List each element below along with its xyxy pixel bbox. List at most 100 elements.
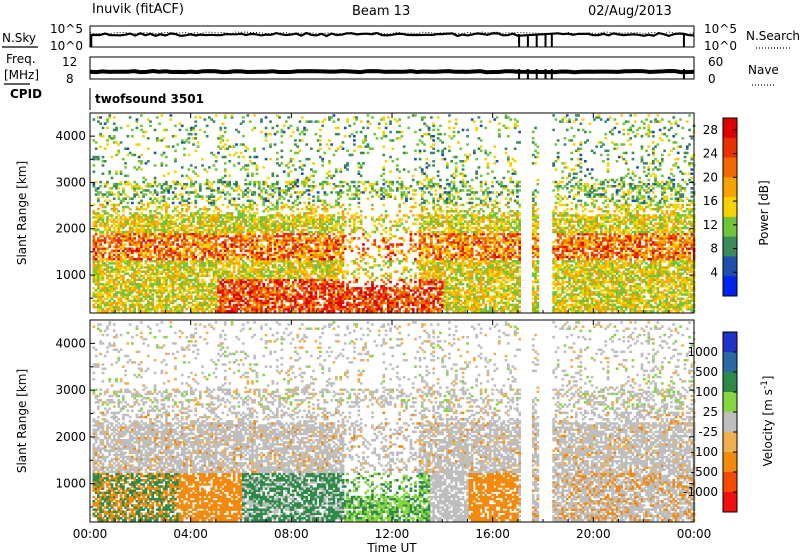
power-cell — [208, 181, 211, 184]
power-cell — [326, 208, 329, 211]
power-cell — [176, 214, 179, 217]
power-cell — [301, 239, 304, 242]
power-cell — [163, 216, 166, 219]
power-cell — [151, 185, 154, 188]
power-cell — [113, 198, 116, 201]
power-cell — [194, 150, 197, 153]
power-cell — [172, 241, 175, 244]
power-cell — [324, 181, 327, 184]
power-cell — [158, 295, 161, 298]
power-cell — [208, 202, 211, 205]
power-cell — [170, 260, 173, 263]
power-cell — [337, 202, 340, 205]
power-cell — [262, 245, 265, 248]
power-cell — [287, 233, 290, 236]
power-cell — [301, 279, 304, 282]
power-cell — [301, 208, 304, 211]
power-cell — [337, 264, 340, 267]
power-cell — [224, 131, 227, 134]
power-cell — [181, 166, 184, 169]
power-cell — [145, 162, 148, 165]
power-cell — [274, 187, 277, 190]
power-cell — [337, 148, 340, 151]
power-cell — [333, 183, 336, 186]
power-cell — [305, 233, 308, 236]
power-cell — [217, 300, 220, 303]
power-cell — [156, 137, 159, 140]
power-cell — [235, 287, 238, 290]
power-cell — [296, 145, 299, 148]
power-cell — [292, 295, 295, 298]
power-cell — [301, 216, 304, 219]
power-cell — [333, 154, 336, 157]
power-cell — [281, 162, 284, 165]
power-cell — [151, 239, 154, 242]
power-cell — [315, 120, 318, 123]
power-cell — [104, 258, 107, 261]
power-cell — [305, 189, 308, 192]
power-cell — [262, 231, 265, 234]
power-cell — [305, 237, 308, 240]
power-cell — [104, 193, 107, 196]
power-cell — [224, 260, 227, 263]
power-cell — [235, 152, 238, 155]
power-cell — [151, 193, 154, 196]
power-cell — [269, 298, 272, 301]
power-cell — [151, 256, 154, 258]
power-cell — [111, 204, 114, 207]
power-cell — [149, 250, 152, 253]
power-cell — [319, 135, 322, 138]
power-cell — [140, 114, 143, 117]
power-cell — [117, 187, 120, 190]
power-cell — [204, 293, 207, 296]
power-cell — [301, 225, 304, 228]
power-cell — [247, 300, 250, 303]
power-cell — [215, 214, 218, 217]
power-cell — [133, 233, 136, 236]
power-cell — [97, 229, 100, 232]
power-cell — [97, 208, 100, 211]
power-cell — [117, 281, 120, 284]
power-cell — [102, 135, 105, 138]
power-cell — [127, 154, 130, 157]
power-cell — [337, 127, 340, 130]
power-cell — [281, 156, 284, 159]
power-cell — [113, 116, 116, 119]
power-cell — [315, 214, 318, 217]
power-cell — [210, 241, 213, 244]
power-cell — [142, 293, 145, 296]
power-cell — [206, 135, 209, 138]
power-cell — [233, 223, 236, 226]
power-cell — [113, 300, 116, 303]
power-cell — [215, 258, 218, 261]
power-cell — [235, 254, 238, 257]
freq-left-tick-top: 12 — [62, 55, 77, 69]
power-cell — [142, 135, 145, 138]
power-cell — [222, 189, 225, 192]
power-cell — [181, 208, 184, 211]
power-cell — [120, 252, 123, 255]
power-cell — [104, 200, 107, 203]
power-cell — [142, 266, 145, 269]
power-cell — [299, 139, 302, 142]
power-cell — [111, 250, 114, 253]
power-cell — [131, 227, 134, 230]
power-cell — [95, 141, 98, 144]
power-cell — [208, 283, 211, 286]
power-cell — [296, 179, 299, 182]
power-cell — [262, 300, 265, 303]
power-cell — [242, 254, 245, 257]
power-cell — [281, 206, 284, 209]
power-cell — [312, 170, 315, 173]
power-cell — [303, 202, 306, 205]
power-cell — [188, 168, 191, 171]
power-cell — [285, 220, 288, 223]
power-cell — [324, 206, 327, 209]
power-cell — [228, 175, 231, 178]
power-cell — [142, 281, 145, 284]
power-cell — [208, 304, 211, 307]
power-cell — [204, 308, 207, 311]
power-cell — [267, 185, 270, 188]
power-cell — [242, 243, 245, 246]
